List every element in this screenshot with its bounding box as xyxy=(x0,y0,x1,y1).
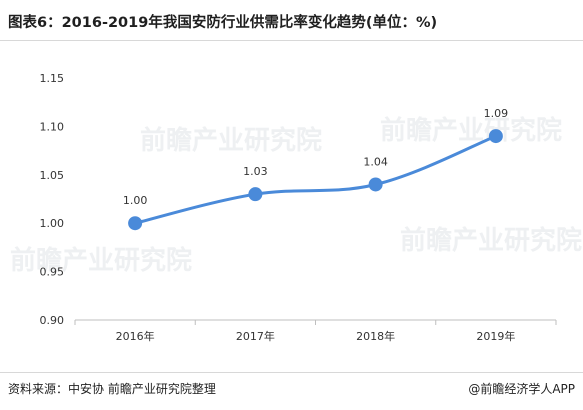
x-tick-label: 2018年 xyxy=(356,329,395,343)
chart-title: 图表6：2016-2019年我国安防行业供需比率变化趋势(单位：%) xyxy=(8,15,438,31)
y-tick-label: 1.05 xyxy=(40,169,65,182)
data-label: 1.09 xyxy=(484,107,509,120)
brand-credit: @前瞻经济学人APP xyxy=(468,382,575,396)
y-tick-label: 0.95 xyxy=(40,266,65,279)
data-point xyxy=(368,177,383,192)
data-point xyxy=(248,187,263,202)
y-tick-label: 1.00 xyxy=(40,217,65,230)
data-point xyxy=(128,216,143,231)
data-point xyxy=(488,129,503,144)
data-label: 1.04 xyxy=(363,155,388,168)
footer-divider xyxy=(0,372,583,373)
line-chart: 0.90 0.95 1.00 1.05 1.10 1.15 2016年 2017年 2018年 2… xyxy=(40,72,557,343)
x-tick-label: 2016年 xyxy=(116,329,155,343)
x-tick-label: 2019年 xyxy=(476,329,515,343)
y-tick-label: 1.15 xyxy=(40,72,65,85)
data-label: 1.00 xyxy=(123,194,148,207)
y-tick-label: 1.10 xyxy=(40,120,65,133)
series-line xyxy=(134,134,497,225)
title-divider xyxy=(0,40,583,41)
y-tick-label: 0.90 xyxy=(40,314,65,327)
source-note: 资料来源：中安协 前瞻产业研究院整理 xyxy=(8,382,216,396)
x-tick-label: 2017年 xyxy=(236,329,275,343)
data-label: 1.03 xyxy=(243,165,268,178)
